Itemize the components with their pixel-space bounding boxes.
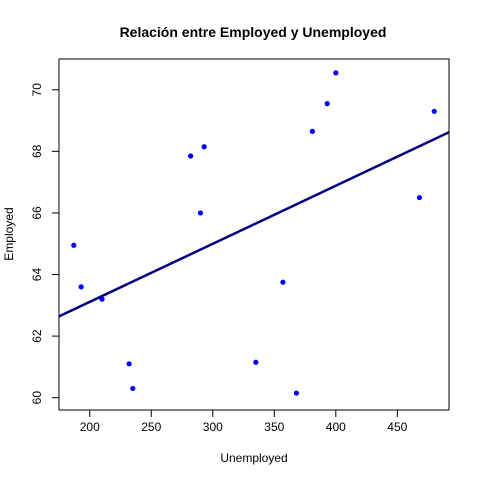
points-layer bbox=[71, 70, 437, 396]
data-point bbox=[280, 279, 286, 285]
y-tick-label: 66 bbox=[30, 206, 44, 220]
data-point bbox=[99, 296, 105, 302]
data-point bbox=[333, 70, 339, 76]
data-point bbox=[253, 359, 259, 365]
x-tick-label: 450 bbox=[387, 420, 407, 434]
y-tick-label: 62 bbox=[30, 329, 44, 343]
regression-line bbox=[58, 131, 450, 318]
y-tick-label: 60 bbox=[30, 391, 44, 405]
y-tick-label: 68 bbox=[30, 144, 44, 158]
plot-frame bbox=[58, 58, 450, 411]
data-point bbox=[126, 361, 132, 367]
y-tick-label: 64 bbox=[30, 268, 44, 282]
y-tick-label: 70 bbox=[30, 83, 44, 97]
chart-title: Relación entre Employed y Unemployed bbox=[120, 24, 387, 40]
data-point bbox=[431, 108, 437, 114]
data-point bbox=[130, 385, 136, 392]
regression-layer bbox=[58, 131, 450, 318]
data-point bbox=[324, 101, 330, 107]
x-axis: 200 250 300 350 400 450 bbox=[80, 409, 408, 434]
x-tick-label: 250 bbox=[141, 420, 161, 434]
data-point bbox=[78, 284, 84, 290]
data-point bbox=[293, 390, 300, 396]
data-point bbox=[188, 153, 194, 159]
y-axis-label: Employed bbox=[2, 207, 16, 260]
x-tick-label: 350 bbox=[264, 420, 284, 434]
data-point bbox=[197, 210, 204, 216]
data-point bbox=[309, 128, 316, 134]
data-point bbox=[201, 144, 207, 150]
y-axis: 60 62 64 66 68 70 bbox=[30, 83, 60, 405]
x-axis-label: Unemployed bbox=[220, 451, 287, 465]
x-tick-label: 300 bbox=[203, 420, 223, 434]
x-tick-label: 400 bbox=[326, 420, 346, 434]
x-tick-label: 200 bbox=[80, 420, 100, 434]
data-point bbox=[416, 194, 423, 201]
data-point bbox=[71, 242, 77, 248]
